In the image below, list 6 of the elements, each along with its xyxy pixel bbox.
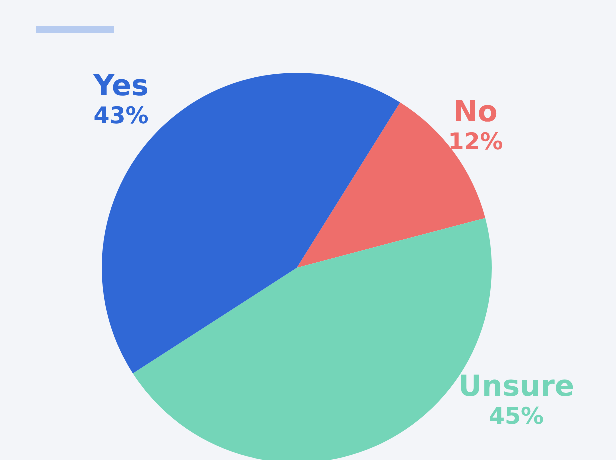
data-label: 43% xyxy=(94,103,149,130)
slice-label: Unsure xyxy=(458,369,575,403)
data-label: 12% xyxy=(448,130,504,156)
slice-label: Yes xyxy=(92,68,149,102)
data-label: 45% xyxy=(489,404,544,430)
slice-label: No xyxy=(454,94,498,129)
